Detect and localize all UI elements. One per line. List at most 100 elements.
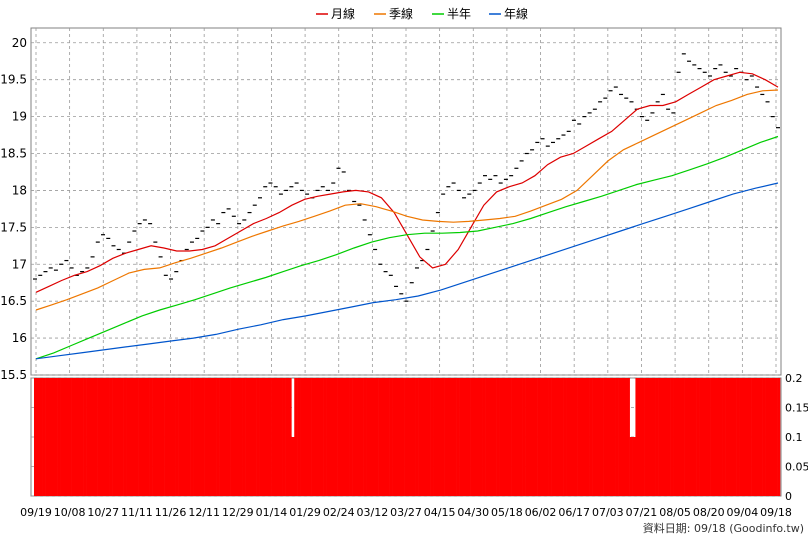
legend-label: 年線 [504, 6, 528, 21]
bar [646, 378, 651, 496]
bar [317, 378, 321, 496]
x-tick-label: 04/30 [457, 506, 489, 519]
x-tick-label: 08/20 [693, 506, 725, 519]
bar [635, 378, 639, 496]
bar [224, 378, 229, 496]
bar [132, 378, 136, 496]
bar [670, 378, 674, 496]
bar [751, 378, 755, 496]
bar [158, 378, 162, 496]
legend-label: 季線 [389, 6, 413, 21]
bar [242, 378, 246, 496]
bar [190, 378, 194, 496]
price-marks [33, 53, 780, 302]
bar [233, 378, 237, 496]
bar [352, 378, 356, 496]
bar [323, 378, 327, 496]
bar [60, 378, 64, 496]
bar [337, 378, 341, 496]
bar [80, 378, 84, 496]
bar [522, 378, 526, 496]
bar [727, 378, 732, 496]
series-line-3 [35, 182, 779, 360]
bar [311, 378, 315, 496]
bar [626, 378, 630, 496]
y-tick-label: 18.5 [0, 147, 27, 161]
bar [719, 378, 723, 496]
price-panel: 20 19.5 19 18.5 18 17.5 17 16.5 16 15.5 [0, 27, 782, 382]
bar [629, 437, 633, 496]
series-line-1 [35, 89, 779, 311]
bar [167, 378, 171, 496]
bar [65, 378, 69, 496]
bar [623, 378, 628, 496]
bar-y-tick-label: 0.2 [785, 372, 803, 385]
bar [574, 378, 578, 496]
bar [279, 378, 283, 496]
bar [239, 378, 243, 496]
bar [545, 378, 549, 496]
bar [502, 378, 506, 496]
bar [511, 378, 515, 496]
bar [771, 378, 775, 496]
y-tick-label: 18 [12, 183, 27, 197]
bar [577, 378, 581, 496]
x-tick-label: 03/27 [390, 506, 422, 519]
bar [586, 378, 590, 496]
legend-label: 半年 [447, 7, 471, 21]
bar [609, 378, 613, 496]
bar [372, 378, 376, 496]
bar [612, 378, 616, 496]
bar [91, 378, 96, 496]
bar [247, 378, 252, 496]
bar [187, 378, 191, 496]
bar [675, 378, 680, 496]
bar [739, 378, 743, 496]
bar [74, 378, 78, 496]
bar [398, 378, 402, 496]
bar [146, 378, 150, 496]
bar [123, 378, 127, 496]
legend-label: 月線 [331, 6, 355, 21]
bar [77, 378, 81, 496]
bar [216, 378, 220, 496]
bar [161, 378, 165, 496]
bar [340, 378, 344, 496]
bar [603, 378, 607, 496]
x-tick-label: 09/04 [727, 506, 759, 519]
bar [253, 378, 257, 496]
bar [655, 378, 659, 496]
bar [378, 378, 382, 496]
bar [401, 378, 405, 496]
bar [435, 378, 440, 496]
bar [589, 378, 593, 496]
bar [256, 378, 260, 496]
bar [140, 378, 145, 496]
bar [566, 378, 570, 496]
bar [687, 378, 691, 496]
bar [701, 378, 706, 496]
bar [649, 378, 654, 496]
bar [716, 378, 720, 496]
bar [363, 378, 367, 496]
x-tick-label: 12/29 [222, 506, 254, 519]
bar [404, 378, 408, 496]
bar [765, 378, 769, 496]
y-tick-label: 17.5 [0, 220, 27, 234]
bar [554, 378, 558, 496]
bar [722, 378, 726, 496]
bar [383, 378, 388, 496]
bar [34, 378, 38, 496]
bar [707, 378, 711, 496]
bar-y-tick-label: 0 [785, 490, 792, 503]
bar-y-tick-label: 0.05 [785, 461, 808, 474]
bar [710, 378, 714, 496]
bar [418, 378, 422, 496]
bar [508, 378, 512, 496]
bar [496, 378, 500, 496]
bar [45, 378, 49, 496]
bar [713, 378, 717, 496]
bar-marks [34, 378, 781, 496]
bar [201, 378, 205, 496]
